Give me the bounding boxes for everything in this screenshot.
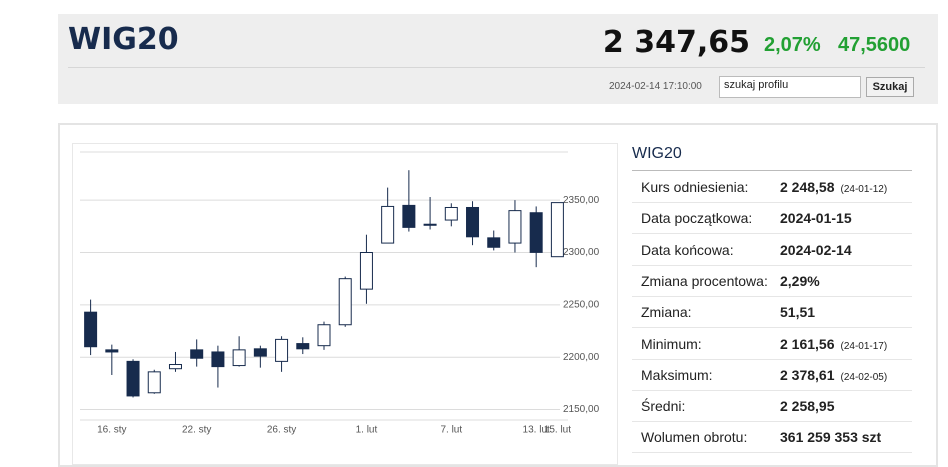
- change: 47,5600: [838, 34, 911, 56]
- stats-value: 2 248,58: [780, 179, 835, 195]
- stats-label: Średni:: [641, 398, 686, 415]
- stats-value-cell: 2 378,61 (24-02-05): [780, 367, 887, 383]
- page: WIG20 2 347,65 2,07% 47,5600 2024-02-14 …: [58, 14, 938, 467]
- stats-row: Maksimum: 2 378,61 (24-02-05): [632, 359, 912, 391]
- candle-body: [487, 237, 501, 248]
- stats-label: Kurs odniesienia:: [641, 179, 749, 195]
- stats-row: Kurs odniesienia: 2 248,58 (24-01-12): [632, 171, 912, 203]
- stats-label: Wolumen obrotu:: [641, 429, 748, 446]
- stats-row: Zmiana: 51,51: [632, 296, 912, 329]
- candle-body: [338, 278, 352, 326]
- candle-body: [84, 311, 98, 348]
- candle-body: [253, 348, 267, 357]
- stats-note: (24-01-17): [840, 340, 888, 352]
- candle-body: [168, 364, 182, 370]
- search-input[interactable]: szukaj profilu: [719, 76, 861, 98]
- stats-value: 2 161,56: [780, 335, 835, 352]
- stats-value: 2,29%: [780, 272, 820, 289]
- candle-body: [126, 360, 140, 397]
- stats-label: Maksimum:: [641, 366, 713, 383]
- candle-body: [466, 206, 480, 238]
- candle-body: [296, 343, 310, 350]
- y-tick-label: 2300,00: [563, 247, 600, 258]
- candle-body: [105, 349, 119, 353]
- candle-body: [147, 371, 161, 394]
- stats-label: Data początkowa:: [641, 210, 753, 227]
- stats-label: Zmiana:: [641, 304, 692, 321]
- search-button[interactable]: Szukaj: [866, 77, 914, 97]
- candle-body: [402, 204, 416, 228]
- x-tick-label: 16. sty: [97, 425, 126, 436]
- stats-label: Minimum:: [641, 335, 702, 352]
- candle-body: [359, 252, 373, 290]
- stats-row: Zmiana procentowa: 2,29%: [632, 265, 912, 297]
- candle-body: [211, 351, 225, 368]
- stats-note: (24-02-05): [840, 371, 888, 383]
- x-tick-label: 7. lut: [440, 425, 462, 436]
- y-tick-label: 2200,00: [563, 352, 600, 363]
- candle-body: [508, 210, 522, 244]
- candle-body: [550, 202, 564, 258]
- stats-value-cell: 2 248,58 (24-01-12): [780, 179, 887, 195]
- stats-rule: [632, 170, 912, 171]
- stats-title: WIG20: [632, 145, 682, 162]
- stats-row: Data początkowa: 2024-01-15: [632, 202, 912, 235]
- candle-body: [317, 324, 331, 347]
- stats-label: Zmiana procentowa:: [641, 272, 768, 289]
- x-tick-label: 15. lut: [544, 425, 571, 436]
- stats-note: (24-01-12): [840, 184, 888, 195]
- candle-body: [423, 223, 437, 226]
- title: WIG20: [68, 22, 179, 57]
- chart: 2150,00 2200,00 2250,00 2300,00 2350,00 16. s…: [80, 151, 600, 436]
- candle-body: [529, 212, 543, 253]
- candle-body: [381, 205, 395, 244]
- stats-value: 2024-01-15: [780, 210, 852, 227]
- x-tick-label: 1. lut: [356, 425, 378, 436]
- stats-label: Data końcowa:: [641, 241, 734, 258]
- stats-value: 2024-02-14: [780, 241, 852, 258]
- stats-row: Minimum: 2 161,56 (24-01-17): [632, 328, 912, 360]
- stats-value-cell: 2 161,56 (24-01-17): [780, 336, 887, 352]
- stats-value: 2 378,61: [780, 366, 835, 383]
- x-tick-label: 13. lut: [523, 425, 550, 436]
- x-tick-label: 22. sty: [182, 425, 211, 436]
- timestamp: 2024-02-14 17:10:00: [609, 81, 702, 92]
- candle-body: [232, 349, 246, 367]
- y-tick-label: 2250,00: [563, 299, 600, 310]
- stats-value: 51,51: [780, 304, 816, 321]
- candle-body: [444, 206, 458, 221]
- change-pct: 2,07%: [764, 34, 821, 56]
- separator: [68, 67, 925, 68]
- stats-row: Data końcowa: 2024-02-14: [632, 234, 912, 266]
- candle-body: [190, 349, 204, 359]
- stats-value: 361 259 353 szt: [780, 429, 882, 446]
- y-tick-label: 2350,00: [563, 195, 600, 206]
- x-tick-label: 26. sty: [267, 425, 296, 436]
- y-tick-label: 2150,00: [563, 404, 600, 415]
- stats-row: Wolumen obrotu: 361 259 353 szt: [632, 421, 912, 454]
- stats-row: Średni: 2 258,95: [632, 390, 912, 423]
- price: 2 347,65: [602, 25, 750, 60]
- stats-value: 2 258,95: [780, 398, 835, 415]
- candle-body: [275, 338, 289, 362]
